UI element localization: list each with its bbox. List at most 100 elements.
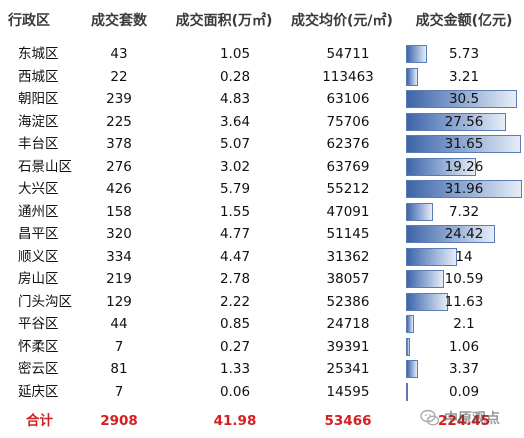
count-cell: 43	[110, 46, 128, 62]
count-cell: 225	[106, 113, 132, 130]
price-cell: 55212	[326, 181, 370, 197]
price-cell: 47091	[326, 203, 370, 220]
area-cell: 5.79	[219, 181, 251, 197]
area-cell: 0.28	[219, 68, 251, 85]
amount-label: 10.59	[444, 271, 484, 287]
amount-bar	[406, 360, 419, 378]
amount-label: 5.73	[448, 46, 480, 62]
area-cell: 1.55	[219, 203, 251, 220]
table-row: 顺义区 334 4.47 31362 14	[0, 246, 524, 269]
amount-bar	[406, 315, 414, 333]
count-cell: 276	[106, 158, 132, 175]
table-row: 东城区 43 1.05 54711 5.73	[0, 43, 524, 66]
count-cell: 158	[106, 203, 132, 220]
area-cell: 0.06	[219, 383, 251, 400]
area-cell: 1.33	[219, 361, 251, 377]
amount-label: 7.32	[448, 203, 480, 220]
amount-label: 3.37	[448, 361, 480, 377]
table-row: 门头沟区 129 2.22 52386 11.63	[0, 291, 524, 314]
amount-bar	[406, 225, 495, 243]
price-cell: 62376	[326, 136, 370, 152]
header-district: 行政区	[8, 13, 50, 29]
amount-bar	[406, 247, 457, 266]
wechat-icon	[420, 409, 440, 426]
amount-bar	[406, 337, 410, 356]
amount-bar	[406, 382, 408, 401]
district-cell: 石景山区	[18, 158, 72, 175]
table-row: 丰台区 378 5.07 62376 31.65	[0, 133, 524, 156]
amount-bar	[406, 292, 449, 311]
count-cell: 81	[110, 361, 128, 377]
amount-bar	[406, 67, 418, 86]
area-cell: 4.77	[219, 226, 251, 242]
total-amount: 224.45	[437, 413, 491, 429]
district-cell: 密云区	[18, 361, 59, 377]
count-cell: 426	[106, 181, 132, 197]
district-cell: 平谷区	[18, 316, 59, 332]
table-row: 石景山区 276 3.02 63769 19.26	[0, 156, 524, 179]
amount-bar	[406, 112, 507, 131]
area-cell: 0.27	[219, 338, 251, 355]
amount-bar	[406, 270, 445, 288]
count-cell: 334	[106, 248, 132, 265]
amount-label: 30.5	[448, 91, 480, 107]
count-cell: 44	[110, 316, 128, 332]
header-count: 成交套数	[91, 13, 147, 29]
amount-label: 31.96	[444, 181, 484, 197]
district-cell: 昌平区	[18, 226, 59, 242]
table-row: 通州区 158 1.55 47091 7.32	[0, 201, 524, 224]
header-price: 成交均价(元/㎡)	[291, 13, 393, 29]
amount-label: 19.26	[444, 158, 484, 175]
area-cell: 2.22	[219, 293, 251, 310]
header-area: 成交面积(万㎡)	[175, 13, 273, 29]
amount-bar	[406, 180, 522, 198]
amount-label: 31.65	[444, 136, 484, 152]
price-cell: 51145	[326, 226, 370, 242]
district-cell: 丰台区	[18, 136, 59, 152]
district-cell: 通州区	[18, 203, 59, 220]
table-row: 海淀区 225 3.64 75706 27.56	[0, 111, 524, 134]
table-row: 昌平区 320 4.77 51145 24.42	[0, 223, 524, 246]
table-row: 怀柔区 7 0.27 39391 1.06	[0, 336, 524, 359]
area-cell: 2.78	[219, 271, 251, 287]
header-amount: 成交金额(亿元)	[415, 13, 513, 29]
amount-label: 1.06	[448, 338, 480, 355]
area-cell: 3.02	[219, 158, 251, 175]
district-cell: 海淀区	[18, 113, 59, 130]
total-row: 合计 2908 41.98 53466 224.45	[0, 410, 524, 432]
count-cell: 219	[106, 271, 132, 287]
area-cell: 4.47	[219, 248, 251, 265]
count-cell: 22	[110, 68, 128, 85]
watermark: 中原观点	[420, 405, 500, 431]
district-cell: 朝阳区	[18, 91, 59, 107]
amount-label: 14	[455, 248, 473, 265]
area-cell: 5.07	[219, 136, 251, 152]
table-row: 大兴区 426 5.79 55212 31.96	[0, 178, 524, 201]
area-cell: 4.83	[219, 91, 251, 107]
district-cell: 延庆区	[18, 383, 59, 400]
price-cell: 54711	[326, 46, 370, 62]
price-cell: 25341	[326, 361, 370, 377]
amount-label: 27.56	[444, 113, 484, 130]
total-label: 合计	[26, 413, 53, 429]
total-price: 53466	[324, 413, 372, 429]
price-cell: 52386	[326, 293, 370, 310]
district-cell: 房山区	[18, 271, 59, 287]
count-cell: 7	[114, 383, 124, 400]
table-row: 西城区 22 0.28 113463 3.21	[0, 66, 524, 89]
area-cell: 1.05	[219, 46, 251, 62]
header-row: 行政区 成交套数 成交面积(万㎡) 成交均价(元/㎡) 成交金额(亿元)	[0, 0, 524, 42]
table-row: 密云区 81 1.33 25341 3.37	[0, 358, 524, 381]
watermark-text: 中原观点	[444, 411, 500, 427]
table-row: 延庆区 7 0.06 14595 0.09	[0, 381, 524, 404]
amount-label: 3.21	[448, 68, 480, 85]
price-cell: 113463	[322, 68, 374, 85]
amount-bar	[406, 90, 517, 108]
price-cell: 39391	[326, 338, 370, 355]
price-cell: 75706	[326, 113, 370, 130]
price-cell: 14595	[326, 383, 370, 400]
district-cell: 顺义区	[18, 248, 59, 265]
area-cell: 0.85	[219, 316, 251, 332]
district-cell: 东城区	[18, 46, 59, 62]
